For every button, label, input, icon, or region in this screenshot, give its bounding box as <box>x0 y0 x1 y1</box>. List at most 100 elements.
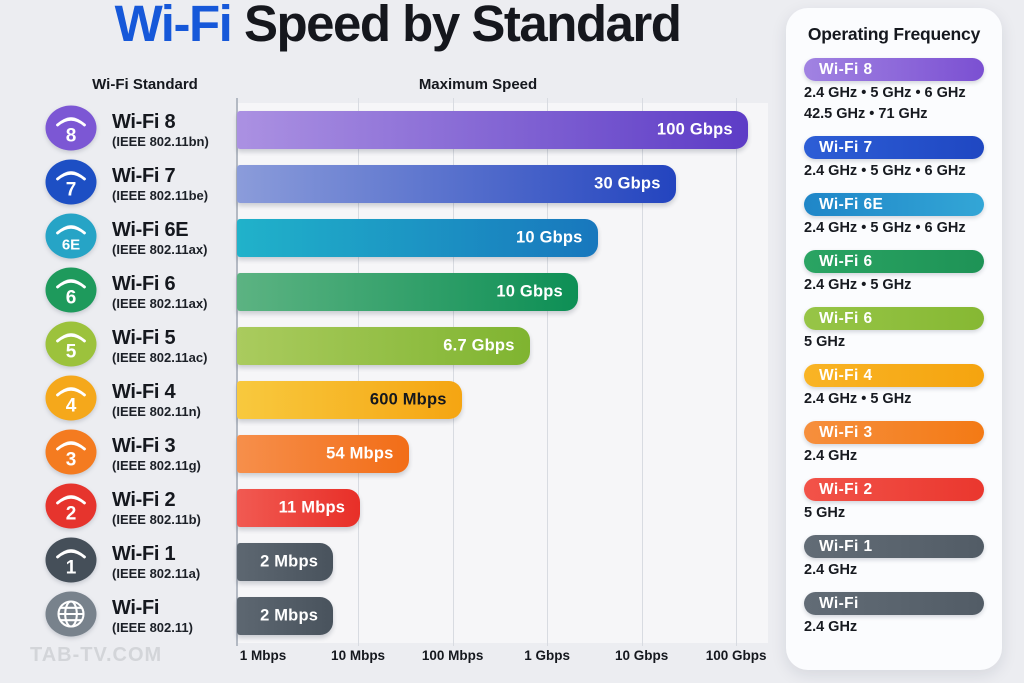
speed-value-label: 10 Gbps <box>496 282 563 301</box>
standard-row: 8 Wi-Fi 8 (IEEE 802.11bn) <box>45 103 240 157</box>
y-axis-line <box>236 98 238 646</box>
standard-labels: Wi-Fi 3 (IEEE 802.11g) <box>112 435 201 473</box>
frequency-pill: Wi-Fi 4 <box>804 364 984 387</box>
speed-value-label: 600 Mbps <box>369 390 447 409</box>
page-title-rest: Speed by Standard <box>231 0 682 52</box>
svg-text:3: 3 <box>66 449 77 470</box>
x-axis-tick-labels: 1 Mbps 10 Mbps 100 Mbps 1 Gbps 10 Gbps 100 Gb… <box>237 648 768 668</box>
speed-bar: 30 Gbps <box>237 165 676 203</box>
wifi-2-icon: 2 <box>45 483 97 534</box>
standard-labels: Wi-Fi 1 (IEEE 802.11a) <box>112 543 200 581</box>
svg-text:6: 6 <box>66 287 77 308</box>
standard-name: Wi-Fi <box>112 597 160 619</box>
bar-row: 2 Mbps <box>237 589 768 643</box>
frequency-entry: Wi-Fi 4 2.4 GHz • 5 GHz <box>804 364 984 408</box>
frequency-value: 2.4 GHz • 5 GHz • 6 GHz <box>804 85 966 101</box>
standard-labels: Wi-Fi 4 (IEEE 802.11n) <box>112 381 201 419</box>
speed-value-label: 2 Mbps <box>260 606 319 625</box>
svg-text:8: 8 <box>66 125 77 146</box>
standard-name: Wi-Fi 1 <box>112 543 176 565</box>
standard-name: Wi-Fi 5 <box>112 327 176 349</box>
svg-text:4: 4 <box>66 395 77 416</box>
frequency-value: 2.4 GHz • 5 GHz • 6 GHz <box>804 163 966 179</box>
standard-name: Wi-Fi 6E <box>112 219 189 241</box>
x-tick-label: 10 Mbps <box>331 648 386 663</box>
bar-row: 54 Mbps <box>237 427 768 481</box>
ieee-spec: (IEEE 802.11be) <box>112 188 209 203</box>
bar-row: 10 Gbps <box>237 265 768 319</box>
ieee-spec: (IEEE 802.11a) <box>112 566 201 581</box>
ieee-spec: (IEEE 802.11g) <box>112 458 201 473</box>
standard-labels: Wi-Fi (IEEE 802.11) <box>112 597 193 635</box>
frequency-value: 2.4 GHz • 5 GHz <box>804 277 912 293</box>
speed-bar: 100 Gbps <box>237 111 748 149</box>
frequency-entry: Wi-Fi 8 2.4 GHz • 5 GHz • 6 GHz 42.5 GHz •… <box>804 58 984 123</box>
frequency-pill: Wi-Fi 2 <box>804 478 984 501</box>
speed-value-label: 30 Gbps <box>594 174 661 193</box>
speed-bar: 6.7 Gbps <box>237 327 530 365</box>
speed-bar: 10 Gbps <box>237 219 598 257</box>
standard-name: Wi-Fi 7 <box>112 165 176 187</box>
standard-name: Wi-Fi 8 <box>112 111 176 133</box>
speed-value-label: 54 Mbps <box>326 444 394 463</box>
frequency-pill: Wi-Fi 7 <box>804 136 984 159</box>
wifi-4-icon: 4 <box>45 375 97 426</box>
watermark: TAB-TV.COM <box>30 644 163 666</box>
x-tick-label: 1 Mbps <box>239 648 287 663</box>
frequency-value: 2.4 GHz <box>804 448 858 464</box>
frequency-pill: Wi-Fi 6 <box>804 250 984 273</box>
standard-row: Wi-Fi (IEEE 802.11) <box>45 589 240 643</box>
svg-text:6E: 6E <box>62 236 80 253</box>
ieee-spec: (IEEE 802.11n) <box>112 404 201 419</box>
ieee-spec: (IEEE 802.11ac) <box>112 350 208 365</box>
wifi-6e-icon: 6E <box>45 213 97 264</box>
bar-row: 600 Mbps <box>237 373 768 427</box>
frequency-value: 2.4 GHz • 5 GHz • 6 GHz <box>804 220 966 236</box>
x-tick-label: 100 Gbps <box>705 648 767 663</box>
frequency-pill: Wi-Fi 8 <box>804 58 984 81</box>
speed-value-label: 2 Mbps <box>260 552 319 571</box>
frequency-entry: Wi-Fi 2.4 GHz <box>804 592 984 636</box>
frequency-entries-list: Wi-Fi 8 2.4 GHz • 5 GHz • 6 GHz 42.5 GHz •… <box>804 58 984 636</box>
wifi-6-icon: 6 <box>45 267 97 318</box>
speed-value-label: 10 Gbps <box>516 228 583 247</box>
standard-labels: Wi-Fi 8 (IEEE 802.11bn) <box>112 111 209 149</box>
speed-bar: 54 Mbps <box>237 435 409 473</box>
frequency-pill: Wi-Fi <box>804 592 984 615</box>
chart-bars: 100 Gbps 30 Gbps 10 Gbps 10 Gbps 6.7 Gbps 600… <box>237 103 768 643</box>
wifi-5-icon: 5 <box>45 321 97 372</box>
speed-value-label: 11 Mbps <box>278 498 346 517</box>
x-tick-label: 1 Gbps <box>524 648 570 663</box>
standard-labels: Wi-Fi 2 (IEEE 802.11b) <box>112 489 201 527</box>
ieee-spec: (IEEE 802.11b) <box>112 512 201 527</box>
speed-bar: 2 Mbps <box>237 543 334 581</box>
ieee-spec: (IEEE 802.11) <box>112 620 193 635</box>
standard-row: 7 Wi-Fi 7 (IEEE 802.11be) <box>45 157 240 211</box>
wifi-standards-list: 8 Wi-Fi 8 (IEEE 802.11bn) 7 Wi-Fi 7 (IEEE 80… <box>45 103 240 643</box>
x-tick-label: 100 Mbps <box>421 648 484 663</box>
bar-row: 10 Gbps <box>237 211 768 265</box>
svg-text:2: 2 <box>66 503 77 524</box>
frequency-entry: Wi-Fi 3 2.4 GHz <box>804 421 984 465</box>
wifi-7-icon: 7 <box>45 159 97 210</box>
standard-name: Wi-Fi 4 <box>112 381 176 403</box>
bar-row: 100 Gbps <box>237 103 768 157</box>
frequency-value: 42.5 GHz • 71 GHz <box>804 106 928 122</box>
frequency-value: 5 GHz <box>804 505 846 521</box>
ieee-spec: (IEEE 802.11ax) <box>112 242 208 257</box>
svg-text:7: 7 <box>66 179 77 200</box>
frequency-value: 5 GHz <box>804 334 846 350</box>
standard-row: 6 Wi-Fi 6 (IEEE 802.11ax) <box>45 265 240 319</box>
x-tick-label: 10 Gbps <box>614 648 669 663</box>
standard-row: 3 Wi-Fi 3 (IEEE 802.11g) <box>45 427 240 481</box>
standard-labels: Wi-Fi 6 (IEEE 802.11ax) <box>112 273 207 311</box>
frequency-pill: Wi-Fi 6 <box>804 307 984 330</box>
svg-text:5: 5 <box>66 341 77 362</box>
standard-row: 6E Wi-Fi 6E (IEEE 802.11ax) <box>45 211 240 265</box>
standard-row: 2 Wi-Fi 2 (IEEE 802.11b) <box>45 481 240 535</box>
frequency-entry: Wi-Fi 6 5 GHz <box>804 307 984 351</box>
wifi-1-icon: 1 <box>45 537 97 588</box>
frequency-value: 2.4 GHz <box>804 619 858 635</box>
bar-row: 2 Mbps <box>237 535 768 589</box>
